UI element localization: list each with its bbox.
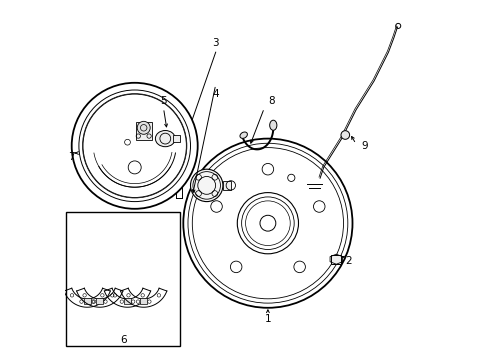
Bar (140, 298, 147, 304)
Ellipse shape (155, 131, 175, 147)
Bar (96, 298, 103, 304)
Circle shape (128, 161, 141, 174)
Text: 8: 8 (267, 96, 274, 106)
Bar (223, 181, 230, 190)
Bar (136, 122, 151, 140)
Text: 2: 2 (345, 256, 351, 266)
Ellipse shape (269, 120, 276, 130)
Circle shape (72, 83, 197, 209)
Text: 7: 7 (67, 152, 74, 162)
Bar (83, 298, 90, 304)
Circle shape (183, 139, 352, 308)
Ellipse shape (240, 132, 247, 138)
Bar (66, 212, 179, 346)
Text: 3: 3 (212, 38, 219, 48)
Text: 9: 9 (361, 141, 367, 151)
Text: 1: 1 (264, 314, 271, 324)
Text: 5: 5 (160, 96, 166, 106)
Text: 4: 4 (212, 89, 219, 99)
Text: 6: 6 (121, 335, 127, 345)
Circle shape (190, 169, 223, 202)
Bar (124, 298, 131, 304)
Circle shape (340, 131, 349, 139)
Bar (330, 255, 341, 264)
Bar (173, 135, 180, 142)
Circle shape (137, 121, 150, 134)
